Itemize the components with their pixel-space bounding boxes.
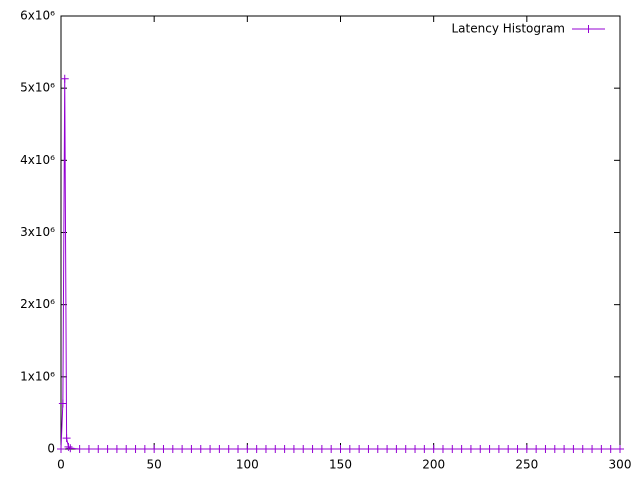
point-marker [196,445,205,453]
point-marker [206,445,215,453]
legend-marker [584,25,593,33]
point-marker [494,445,503,453]
point-marker [215,445,224,453]
point-marker [66,444,75,453]
y-tick-label: 2x10⁶ [20,297,55,311]
point-marker [224,445,233,453]
point-marker [420,445,429,453]
point-marker [112,445,121,453]
y-tick-label: 6x10⁶ [20,9,55,23]
point-marker [541,445,550,453]
point-marker [57,445,65,453]
point-marker [569,445,578,453]
y-tick-label: 5x10⁶ [20,81,55,95]
point-marker [448,445,457,453]
point-marker [62,434,71,443]
point-marker [560,445,569,453]
point-marker [588,445,597,453]
plot-border [60,15,621,450]
point-marker [234,445,243,453]
point-marker [317,445,326,453]
y-tick-label: 1x10⁶ [20,369,55,383]
point-marker [122,445,131,453]
legend-label: Latency Histogram [452,22,566,36]
point-marker [411,445,420,453]
point-marker [271,445,280,453]
point-marker [289,445,298,453]
x-tick-label: 50 [147,458,162,472]
point-marker [476,445,485,453]
point-marker [60,74,69,83]
point-marker [606,445,615,453]
point-marker [140,445,149,453]
point-marker [401,445,410,453]
point-marker [336,445,345,453]
point-marker [345,445,354,453]
point-marker [168,445,177,453]
point-marker [364,445,373,453]
point-marker [103,445,112,453]
point-marker [243,445,252,453]
point-marker [150,445,159,453]
point-marker [187,445,196,453]
point-marker [178,445,187,453]
point-marker [94,445,103,453]
point-marker [64,442,73,451]
point-marker [308,445,317,453]
point-marker [616,445,624,453]
point-marker [383,445,392,453]
point-marker [84,445,93,453]
point-marker [438,445,447,453]
point-marker [485,445,494,453]
point-marker [299,445,308,453]
point-marker [578,445,587,453]
y-tick-label: 3x10⁶ [20,225,55,239]
y-tick-label: 4x10⁶ [20,153,55,167]
point-marker [280,445,289,453]
x-tick-label: 250 [515,458,538,472]
point-marker [597,445,606,453]
point-marker [513,445,522,453]
y-tick-label: 0 [47,442,55,456]
point-marker [58,399,67,408]
point-marker [159,445,168,453]
x-tick-label: 150 [329,458,352,472]
point-marker [457,445,466,453]
point-marker [504,445,513,453]
point-marker [550,445,559,453]
point-marker [252,445,261,453]
point-marker [75,445,84,453]
point-marker [355,445,364,453]
x-tick-label: 0 [57,458,65,472]
point-marker [327,445,336,453]
point-marker [131,445,140,453]
point-marker [532,445,541,453]
x-tick-label: 300 [609,458,632,472]
x-tick-label: 200 [422,458,445,472]
point-marker [392,445,401,453]
point-marker [373,445,382,453]
point-marker [429,445,438,453]
series-line [60,78,620,450]
point-marker [466,445,475,453]
point-marker [261,445,270,453]
x-tick-label: 100 [236,458,259,472]
point-marker [522,445,531,453]
